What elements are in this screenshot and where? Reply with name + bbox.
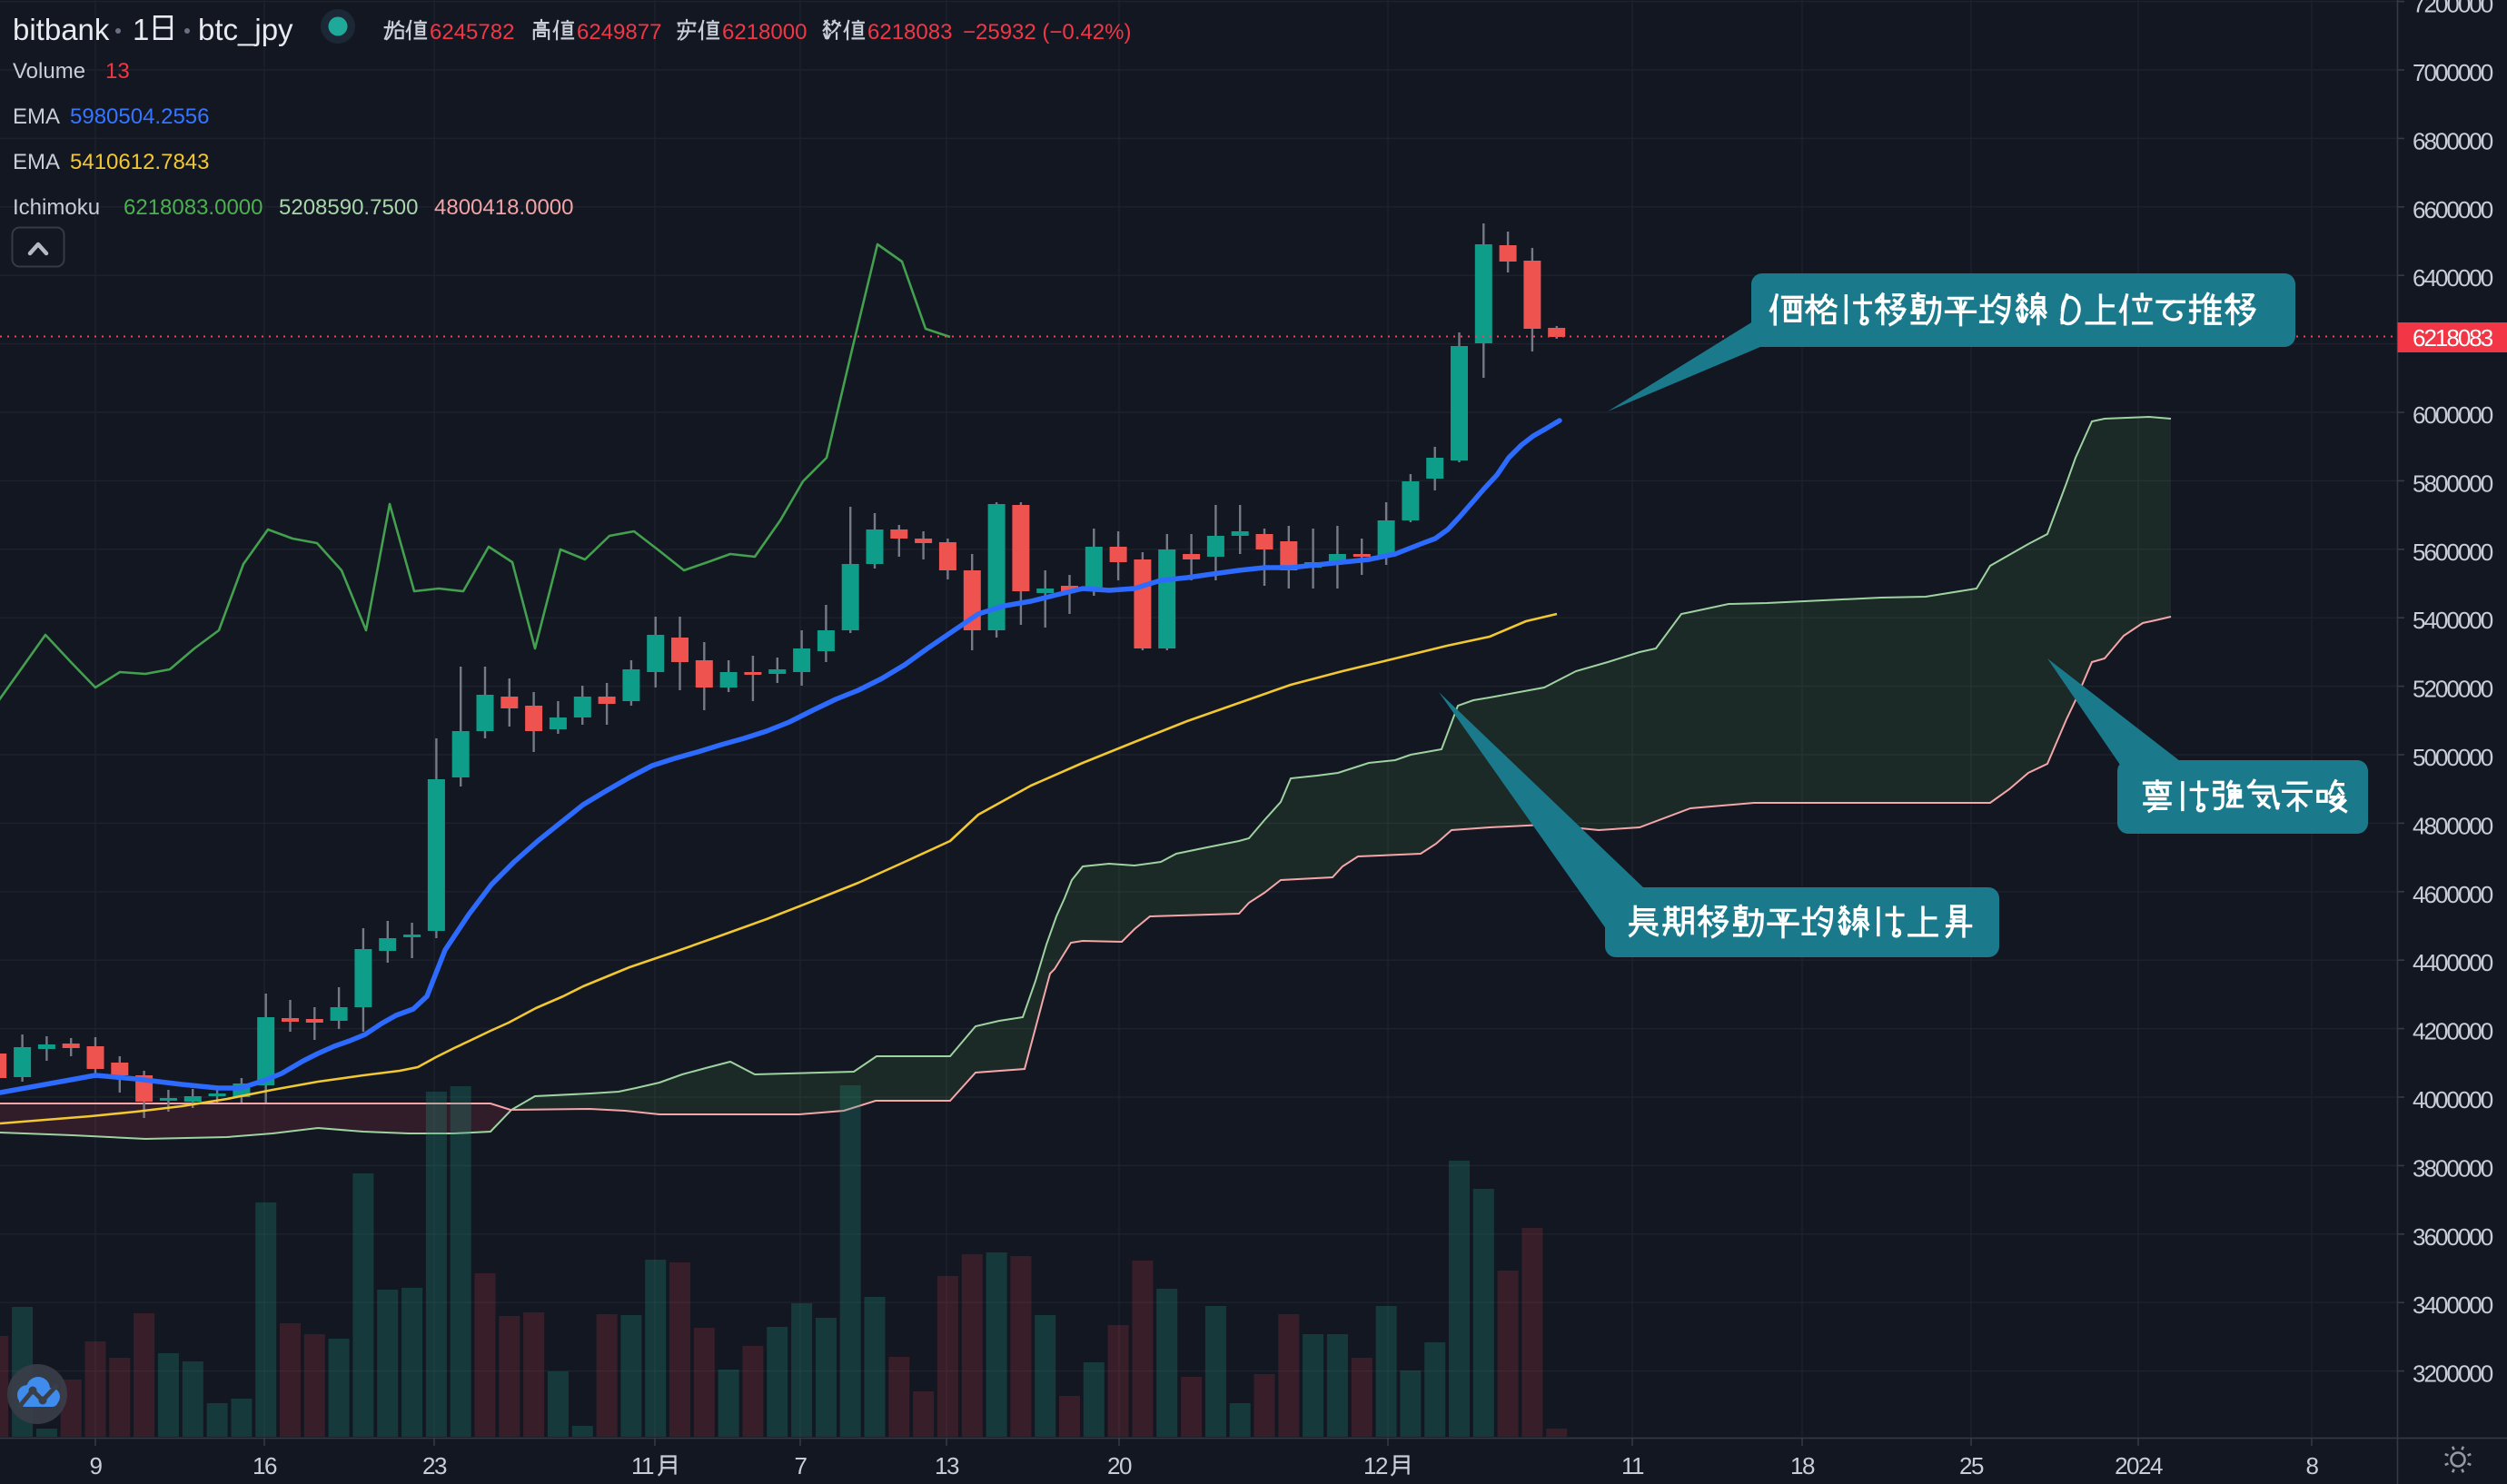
svg-text:13: 13 bbox=[935, 1452, 959, 1479]
svg-text:4600000: 4600000 bbox=[2413, 881, 2493, 908]
svg-text:5600000: 5600000 bbox=[2413, 539, 2493, 566]
svg-text:5200000: 5200000 bbox=[2413, 676, 2493, 703]
svg-text:7000000: 7000000 bbox=[2413, 59, 2493, 86]
svg-text:5000000: 5000000 bbox=[2413, 744, 2493, 771]
svg-text:11: 11 bbox=[631, 1452, 654, 1479]
svg-text:2024: 2024 bbox=[2115, 1452, 2163, 1479]
svg-text:7: 7 bbox=[795, 1452, 808, 1479]
svg-text:5400000: 5400000 bbox=[2413, 607, 2493, 634]
svg-text:6400000: 6400000 bbox=[2413, 264, 2493, 292]
svg-text:4000000: 4000000 bbox=[2413, 1086, 2493, 1113]
svg-text:3800000: 3800000 bbox=[2413, 1154, 2493, 1182]
svg-text:13: 13 bbox=[105, 59, 130, 84]
svg-text:−25932 (−0.42%): −25932 (−0.42%) bbox=[963, 20, 1131, 45]
svg-text:3400000: 3400000 bbox=[2413, 1291, 2493, 1319]
svg-text:5980504.2556: 5980504.2556 bbox=[70, 104, 210, 129]
svg-text:4400000: 4400000 bbox=[2413, 949, 2493, 976]
svg-text:5800000: 5800000 bbox=[2413, 470, 2493, 497]
svg-text:6000000: 6000000 bbox=[2413, 401, 2493, 429]
svg-text:6800000: 6800000 bbox=[2413, 127, 2493, 154]
svg-text:5410612.7843: 5410612.7843 bbox=[70, 150, 210, 174]
svg-text:23: 23 bbox=[422, 1452, 447, 1479]
svg-text:3600000: 3600000 bbox=[2413, 1223, 2493, 1251]
svg-text:18: 18 bbox=[1790, 1452, 1815, 1479]
svg-text:8: 8 bbox=[2306, 1452, 2319, 1479]
svg-text:6218000: 6218000 bbox=[722, 20, 807, 45]
svg-text:Volume: Volume bbox=[13, 59, 85, 84]
svg-text:6245782: 6245782 bbox=[430, 20, 514, 45]
svg-text:EMA: EMA bbox=[13, 104, 60, 129]
svg-text:3200000: 3200000 bbox=[2413, 1360, 2493, 1388]
svg-text:EMA: EMA bbox=[13, 150, 60, 174]
svg-text:12: 12 bbox=[1363, 1452, 1388, 1479]
svg-text:btc_jpy: btc_jpy bbox=[198, 13, 293, 46]
svg-text:bitbank: bitbank bbox=[13, 13, 110, 46]
svg-text:1: 1 bbox=[133, 13, 149, 46]
svg-text:Ichimoku: Ichimoku bbox=[13, 195, 100, 220]
svg-text:4800418.0000: 4800418.0000 bbox=[434, 195, 574, 220]
svg-text:6218083.0000: 6218083.0000 bbox=[124, 195, 263, 220]
svg-text:11: 11 bbox=[1621, 1452, 1644, 1479]
svg-text:6600000: 6600000 bbox=[2413, 196, 2493, 223]
svg-text:20: 20 bbox=[1107, 1452, 1132, 1479]
svg-text:7200000: 7200000 bbox=[2413, 0, 2493, 18]
svg-text:9: 9 bbox=[90, 1452, 103, 1479]
svg-text:4800000: 4800000 bbox=[2413, 812, 2493, 839]
svg-text:4200000: 4200000 bbox=[2413, 1018, 2493, 1045]
svg-text:6218083: 6218083 bbox=[2413, 324, 2493, 351]
svg-text:6249877: 6249877 bbox=[577, 20, 661, 45]
svg-text:25: 25 bbox=[1959, 1452, 1984, 1479]
svg-text:6218083: 6218083 bbox=[867, 20, 952, 45]
svg-text:16: 16 bbox=[253, 1452, 277, 1479]
svg-text:5208590.7500: 5208590.7500 bbox=[279, 195, 419, 220]
